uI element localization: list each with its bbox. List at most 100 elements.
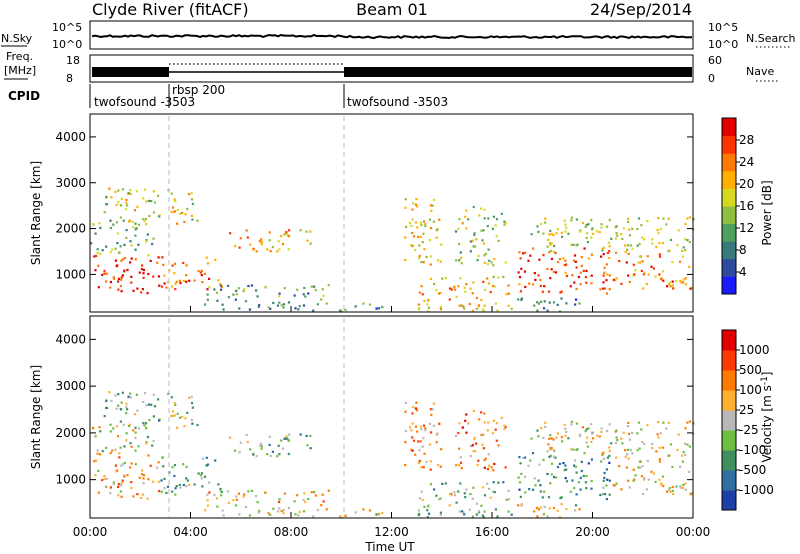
scatter-cell xyxy=(116,242,119,245)
scatter-cell xyxy=(574,504,578,507)
scatter-cell xyxy=(680,281,683,284)
scatter-cell xyxy=(668,487,671,490)
scatter-cell xyxy=(436,228,439,231)
scatter-cell xyxy=(636,244,639,247)
colorbar-tick-label: 8 xyxy=(739,243,747,257)
x-tick-label: 08:00 xyxy=(274,525,309,539)
scatter-cell xyxy=(544,221,547,224)
scatter-cell xyxy=(582,474,585,478)
scatter-cell xyxy=(458,304,461,307)
scatter-cell xyxy=(504,466,507,469)
scatter-cell xyxy=(582,269,585,272)
y-tick-label: 1000 xyxy=(55,267,86,281)
velocity-scatter xyxy=(92,391,695,519)
colorbar-swatch xyxy=(722,135,736,154)
scatter-cell xyxy=(475,502,478,505)
scatter-cell xyxy=(173,414,176,417)
colorbar-swatch xyxy=(722,188,736,207)
scatter-cell xyxy=(203,475,207,478)
scatter-cell xyxy=(238,246,241,249)
scatter-cell xyxy=(427,299,430,302)
scatter-cell xyxy=(280,510,283,513)
scatter-cell xyxy=(460,262,463,265)
scatter-cell xyxy=(126,474,129,477)
scatter-cell xyxy=(191,218,194,221)
scatter-cell xyxy=(157,398,160,401)
scatter-cell xyxy=(587,462,590,465)
scatter-cell xyxy=(601,454,604,457)
scatter-cell xyxy=(672,492,675,495)
scatter-cell xyxy=(103,272,106,275)
scatter-cell xyxy=(146,497,149,500)
scatter-cell xyxy=(682,281,685,284)
scatter-cell xyxy=(684,249,687,252)
scatter-cell xyxy=(162,263,165,266)
scatter-cell xyxy=(598,435,601,438)
scatter-cell xyxy=(186,479,189,482)
scatter-cell xyxy=(544,421,547,424)
scatter-cell xyxy=(503,427,506,430)
scatter-cell xyxy=(320,298,323,301)
scatter-cell xyxy=(304,501,307,504)
scatter-cell xyxy=(489,291,492,294)
scatter-cell xyxy=(166,281,170,284)
scatter-cell xyxy=(121,391,124,394)
scatter-cell xyxy=(120,401,123,404)
scatter-cell xyxy=(299,433,302,436)
scatter-cell xyxy=(146,233,149,236)
scatter-cell xyxy=(586,436,589,439)
scatter-cell xyxy=(647,273,650,276)
scatter-cell xyxy=(602,287,605,290)
scatter-cell xyxy=(464,215,467,218)
scatter-cell xyxy=(227,284,230,287)
scatter-cell xyxy=(252,248,255,251)
scatter-cell xyxy=(615,277,618,280)
scatter-cell xyxy=(517,271,520,274)
scatter-cell xyxy=(543,285,546,288)
scatter-cell xyxy=(531,247,535,250)
colorbar-tick-label: 4 xyxy=(739,265,747,279)
scatter-cell xyxy=(417,257,421,260)
scatter-cell xyxy=(96,449,99,452)
scatter-cell xyxy=(191,202,194,205)
scatter-cell xyxy=(426,516,429,519)
scatter-cell xyxy=(483,412,486,415)
scatter-cell xyxy=(581,426,584,429)
scatter-cell xyxy=(239,237,242,240)
scatter-cell xyxy=(599,288,602,291)
scatter-cell xyxy=(156,261,159,264)
scatter-cell xyxy=(145,239,148,242)
scatter-cell xyxy=(480,207,483,210)
scatter-cell xyxy=(482,280,485,283)
scatter-cell xyxy=(652,267,655,270)
scatter-cell xyxy=(555,436,558,439)
scatter-cell xyxy=(428,422,431,425)
scatter-cell xyxy=(503,424,506,427)
scatter-cell xyxy=(221,303,224,306)
nave-tick-top: 60 xyxy=(708,54,722,67)
cpid-segment-1: twofsound -3503 xyxy=(94,95,195,109)
scatter-cell xyxy=(305,434,308,437)
scatter-cell xyxy=(615,482,618,485)
scatter-cell xyxy=(288,433,291,436)
scatter-cell xyxy=(112,223,115,226)
scatter-cell xyxy=(147,199,151,202)
scatter-cell xyxy=(158,419,161,422)
scatter-cell xyxy=(299,229,302,232)
scatter-cell xyxy=(448,298,451,301)
scatter-cell xyxy=(533,272,536,275)
scatter-cell xyxy=(93,255,96,258)
scatter-cell xyxy=(542,254,545,257)
scatter-cell xyxy=(204,303,207,306)
scatter-cell xyxy=(530,437,533,440)
scatter-cell xyxy=(125,229,128,232)
scatter-cell xyxy=(656,433,659,436)
scatter-cell xyxy=(103,269,106,272)
scatter-cell xyxy=(235,498,238,501)
scatter-cell xyxy=(554,456,557,459)
scatter-cell xyxy=(461,222,464,225)
scatter-cell xyxy=(243,287,246,291)
scatter-cell xyxy=(248,514,251,517)
scatter-cell xyxy=(537,508,540,511)
scatter-cell xyxy=(552,475,556,479)
